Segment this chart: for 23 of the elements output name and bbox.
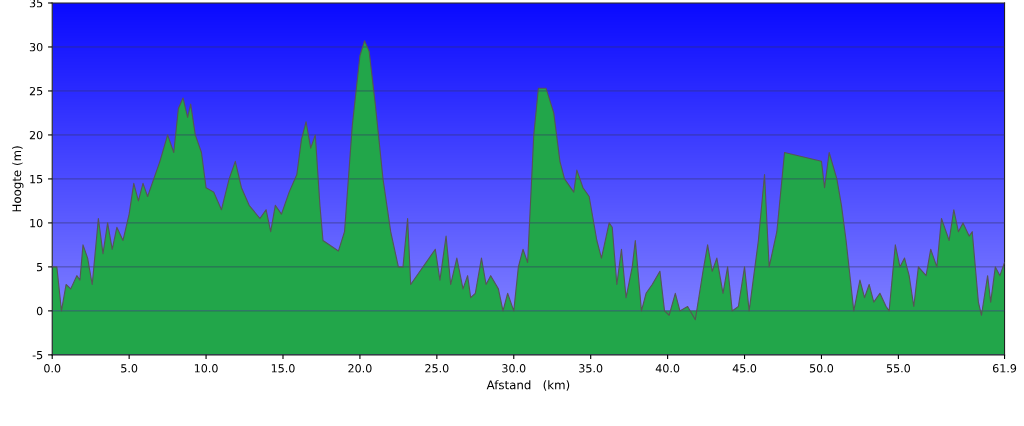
x-tick-label: 25.0 — [425, 364, 449, 373]
x-tick-label: 20.0 — [348, 364, 372, 373]
y-tick-label: 5 — [36, 263, 43, 272]
x-tick-label: 5.0 — [121, 364, 138, 373]
y-tick-label: -5 — [32, 350, 43, 360]
x-axis-title: Afstand (km) — [486, 380, 570, 391]
y-axis-title: Hoogte (m) — [12, 146, 24, 212]
y-tick-label: 25 — [29, 86, 43, 96]
x-tick-label: 10.0 — [194, 364, 218, 373]
y-tick-label: 30 — [29, 42, 43, 52]
y-tick-label: 20 — [29, 130, 43, 140]
x-tick-label: 35.0 — [579, 364, 603, 373]
x-tick-label: 55.0 — [886, 364, 911, 373]
x-tick-label: 30.0 — [502, 364, 526, 373]
x-tick-label: 61.9 — [992, 364, 1017, 373]
y-tick-label: 0 — [36, 306, 43, 316]
y-tick-label: 15 — [30, 175, 43, 184]
x-tick-label: 45.0 — [732, 364, 757, 373]
y-tick-label: 10 — [30, 218, 43, 228]
x-tick-label: 50.0 — [809, 364, 834, 373]
x-tick-label: 0.0 — [44, 364, 61, 373]
x-tick-label: 40.0 — [655, 364, 680, 373]
x-tick-label: 15.0 — [271, 364, 295, 373]
